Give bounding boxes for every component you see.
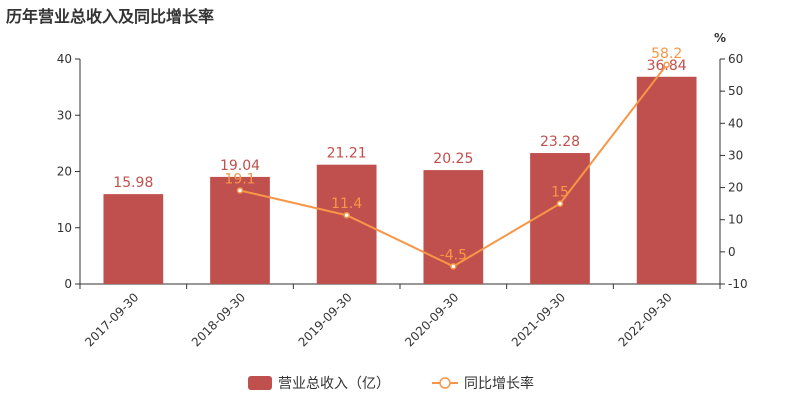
bar-data-label: 19.04 [220, 158, 260, 174]
legend-line-label: 同比增长率 [464, 375, 534, 392]
growth-point [450, 263, 457, 270]
y-left-tick-label: 30 [57, 108, 72, 122]
x-tick-label: 2018-09-30 [189, 290, 248, 349]
x-tick-label: 2019-09-30 [296, 290, 355, 349]
y-left-tick-label: 40 [57, 52, 72, 66]
y-right-tick-label: 0 [728, 245, 736, 259]
x-tick-label: 2020-09-30 [402, 290, 461, 349]
y-left-tick-label: 10 [57, 221, 72, 235]
legend-line-marker [439, 377, 451, 389]
y-right-tick-label: 40 [728, 116, 743, 130]
bar [636, 76, 697, 285]
chart-title: 历年营业总收入及同比增长率 [6, 7, 215, 26]
bar [103, 194, 164, 284]
growth-point [556, 200, 564, 207]
bar-data-label: 21.21 [327, 146, 367, 162]
legend-bar-label: 营业总收入（亿） [278, 376, 390, 392]
y-right-tick-label: 30 [728, 148, 743, 162]
growth-data-label: 11.4 [331, 196, 362, 212]
y-right-tick-label: -10 [728, 277, 748, 291]
growth-data-label: 15 [551, 185, 569, 201]
growth-point [343, 211, 350, 219]
y-left-tick-label: 20 [57, 165, 72, 179]
y-right-tick-label: 60 [728, 52, 743, 66]
growth-data-label: 19.1 [224, 171, 255, 187]
growth-point [663, 61, 670, 69]
bar-data-label: 23.28 [540, 134, 580, 150]
y-right-tick-label: 50 [728, 84, 743, 98]
y-right-axis-unit: % [714, 31, 726, 45]
legend-bar-swatch [248, 376, 272, 390]
bar-data-label: 20.25 [433, 151, 473, 167]
x-tick-label: 2017-09-30 [82, 290, 141, 349]
bar [530, 153, 590, 284]
x-tick-label: 2021-09-30 [509, 290, 568, 349]
y-right-tick-label: 20 [728, 181, 743, 195]
bar-data-label: 15.98 [113, 175, 153, 191]
growth-point [236, 187, 244, 194]
x-tick-label: 2022-09-30 [616, 290, 675, 349]
growth-data-label: 58.2 [651, 46, 682, 62]
y-right-tick-label: 10 [728, 213, 743, 227]
y-left-tick-label: 0 [64, 277, 72, 291]
growth-data-label: -4.5 [440, 247, 467, 263]
